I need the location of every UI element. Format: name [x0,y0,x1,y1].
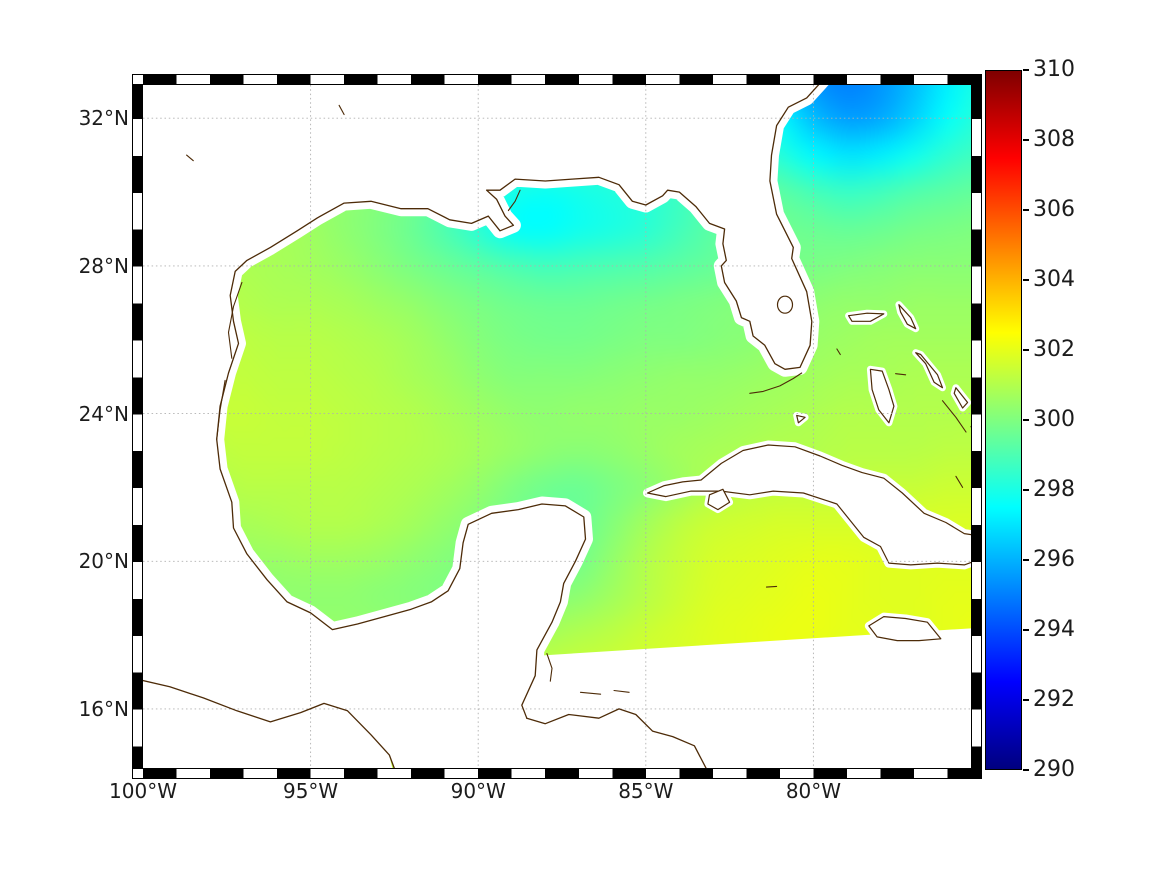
coastline-detail [955,475,964,488]
coastline-detail [579,691,602,695]
y-tick-label: 24°N [78,401,129,426]
x-tick-label: 85°W [618,779,674,803]
isla-juventud-island [707,488,731,511]
cuba-island [646,444,971,566]
coastline-detail [765,585,778,588]
coastline-detail [546,653,553,682]
y-tick-label: 28°N [78,253,129,278]
colorbar-tick-label: 298 [1033,477,1075,502]
colorbar-tick-label: 308 [1033,127,1075,152]
colorbar-tick-mark [1023,419,1029,421]
coastline-detail [227,281,243,359]
coastline-detail [338,104,345,116]
coastline-detail [895,373,907,376]
x-tick-label: 100°W [109,779,177,803]
colorbar-tick-mark [1023,349,1029,351]
map-frame-top [132,74,982,85]
coastline-detail [749,372,803,394]
nodata-region-fill [143,664,393,768]
map-plot-area [143,85,971,768]
colorbar-tick-label: 292 [1033,687,1075,712]
coastline-honduras [526,708,707,768]
coastline-detail [836,348,841,356]
bahamas-island [898,304,917,330]
coastline-detail [507,189,521,212]
y-tick-label: 16°N [78,696,129,721]
nodata-region-fill [525,628,971,768]
colorbar-tick-label: 296 [1033,547,1075,572]
bahamas-island [915,352,944,389]
coastline-detail [941,400,967,433]
lake-okeechobee [776,295,794,314]
x-tick-label: 95°W [282,779,339,803]
coastline-overlay [143,85,971,768]
x-tick-label: 90°W [450,779,506,803]
colorbar-tick-mark [1023,279,1029,281]
bahamas-island [848,312,885,322]
colorbar-tick-mark [1023,699,1029,701]
colorbar [985,70,1022,770]
coastline-detail [216,379,226,440]
bahamas-island [953,387,969,409]
coastline-detail [613,689,630,693]
colorbar-tick-mark [1023,69,1029,71]
map-frame-right [971,85,982,768]
coastline-gulf-atlantic [216,85,820,719]
x-tick-label: 80°W [785,779,842,803]
colorbar-tick-mark [1023,769,1029,771]
coastline-detail [186,154,194,162]
jamaica-island [868,616,942,642]
colorbar-tick-label: 310 [1033,57,1075,82]
colorbar-tick-mark [1023,209,1029,211]
map-frame-bottom [132,768,982,779]
colorbar-tick-label: 304 [1033,267,1075,292]
bahamas-island [869,368,895,424]
colorbar-tick-mark [1023,139,1029,141]
colorbar-tick-label: 300 [1033,407,1075,432]
y-tick-label: 20°N [78,549,129,574]
colorbar-tick-label: 290 [1033,757,1075,782]
y-tick-label: 32°N [78,106,129,131]
colorbar-tick-mark [1023,489,1029,491]
colorbar-tick-mark [1023,629,1029,631]
colorbar-tick-label: 306 [1033,197,1075,222]
colorbar-tick-mark [1023,559,1029,561]
colorbar-tick-label: 294 [1033,617,1075,642]
colorbar-tick-label: 302 [1033,337,1075,362]
coastline-pacific [143,679,395,768]
map-frame-left [132,85,143,768]
bahamas-island [796,414,806,424]
